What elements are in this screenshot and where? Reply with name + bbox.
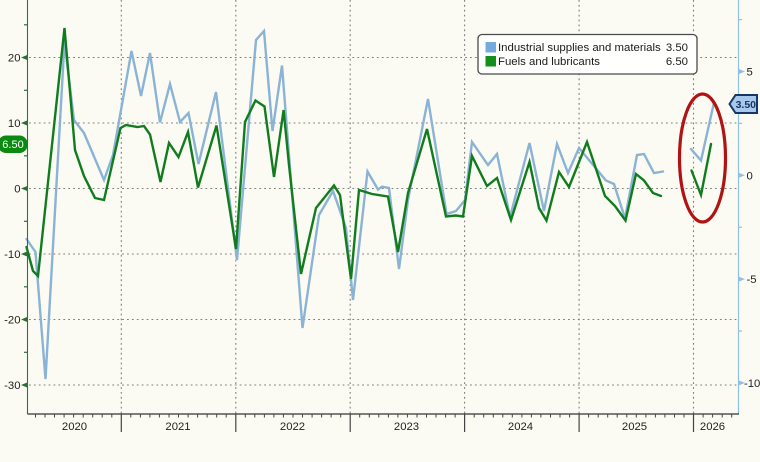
- svg-text:2023: 2023: [394, 421, 419, 433]
- svg-text:Industrial supplies and materi: Industrial supplies and materials: [498, 42, 661, 54]
- svg-text:-5: -5: [747, 274, 757, 286]
- svg-text:2025: 2025: [622, 421, 647, 433]
- svg-text:5: 5: [747, 67, 753, 79]
- svg-text:-10: -10: [4, 249, 20, 261]
- svg-text:6.50: 6.50: [666, 56, 688, 68]
- svg-text:2021: 2021: [165, 421, 190, 433]
- svg-text:0: 0: [747, 170, 753, 182]
- svg-text:Fuels and lubricants: Fuels and lubricants: [498, 56, 600, 68]
- svg-text:6.50: 6.50: [2, 139, 23, 151]
- svg-text:3.50: 3.50: [666, 42, 688, 54]
- svg-text:3.50: 3.50: [736, 99, 757, 111]
- svg-text:2020: 2020: [62, 421, 87, 433]
- svg-text:2022: 2022: [280, 421, 305, 433]
- svg-text:0: 0: [14, 184, 20, 196]
- svg-text:-30: -30: [4, 380, 20, 392]
- svg-text:2026: 2026: [700, 421, 725, 433]
- svg-text:-10: -10: [744, 378, 760, 390]
- svg-text:-20: -20: [4, 315, 20, 327]
- svg-text:2024: 2024: [508, 421, 533, 433]
- svg-text:20: 20: [8, 53, 21, 65]
- svg-text:10: 10: [8, 118, 21, 130]
